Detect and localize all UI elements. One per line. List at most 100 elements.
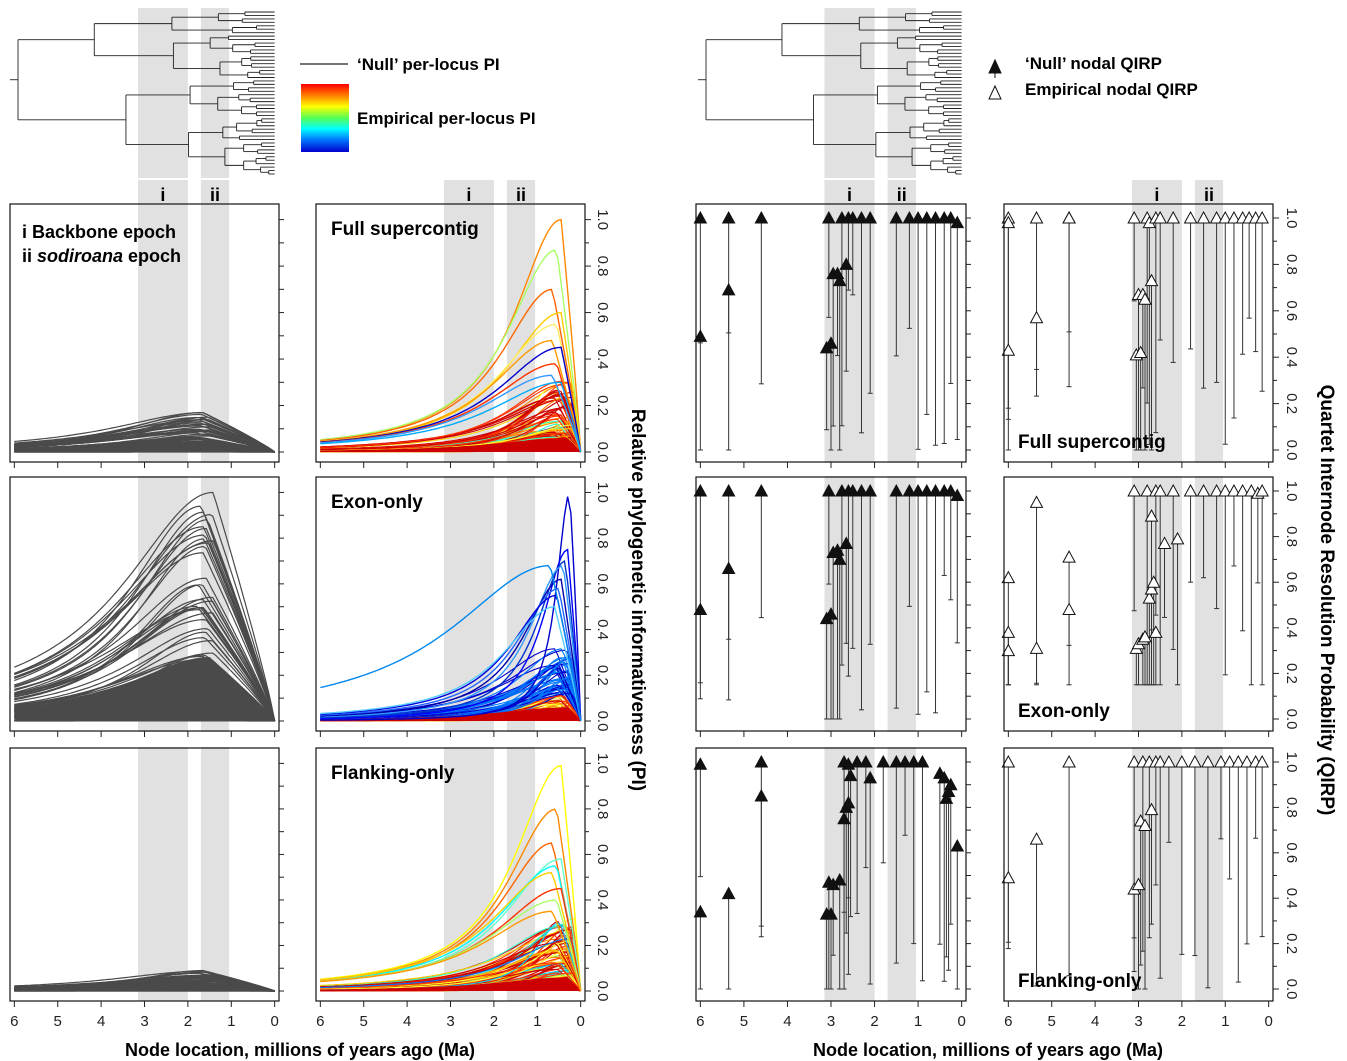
row-label-qirp: Exon-only — [1018, 701, 1110, 722]
y-tick-label: 0.6 — [1283, 572, 1300, 593]
epoch-band-ii — [887, 180, 916, 1001]
emp-qirp-triangle — [1166, 210, 1181, 224]
row-label-pi: Flanking-only — [331, 763, 455, 784]
tree-epoch-band — [137, 8, 188, 178]
x-tick-label: 2 — [184, 1013, 192, 1030]
x-axis-title-right: Node location, millions of years ago (Ma… — [813, 1040, 1163, 1060]
null-qirp-triangle — [845, 210, 860, 224]
y-tick-label: 0.6 — [594, 302, 611, 323]
null-qirp-triangle — [950, 215, 965, 229]
emp-pi-highlight-line — [320, 764, 582, 992]
y-tick-label: 0.4 — [594, 619, 611, 640]
null-qirp-triangle — [854, 483, 869, 497]
emp-qirp-points — [1001, 754, 1269, 990]
emp-qirp-points — [1001, 210, 1269, 451]
row-gap — [8, 463, 281, 476]
null-qirp-triangle — [898, 754, 912, 768]
null-pi-line — [14, 491, 276, 722]
legend-emp-qirp-label: Empirical nodal QIRP — [1025, 80, 1198, 99]
null-qirp-triangle — [915, 754, 930, 768]
emp-pi-line — [320, 384, 582, 453]
null-qirp-triangle — [854, 210, 869, 224]
emp-qirp-triangle — [1146, 575, 1161, 588]
null-pi-line — [14, 639, 276, 722]
null-qirp-triangle — [821, 210, 836, 224]
x-tick-label: 6 — [1004, 1013, 1012, 1030]
epoch-label-ii: ii — [210, 185, 220, 205]
x-tick-label: 6 — [316, 1013, 324, 1030]
null-qirp-triangle — [941, 784, 956, 798]
row-label-pi: Exon-only — [331, 492, 423, 513]
emp-qirp-triangle — [1183, 210, 1198, 224]
qirp-y-axis: 0.0 0.2 0.4 0.6 0.8 1.0 — [1273, 481, 1300, 730]
x-tick-label: 5 — [740, 1013, 748, 1030]
emp-pi-band — [320, 707, 581, 721]
emp-qirp-triangle — [1142, 591, 1157, 604]
y-tick-label: 0.2 — [1283, 663, 1300, 684]
emp-qirp-triangle — [1029, 210, 1044, 224]
emp-qirp-triangle — [1153, 483, 1168, 497]
axes: 0.00.20.40.60.81.00.00.20.40.60.81.00.00… — [10, 208, 1300, 1030]
legend-emp-pi-label: Empirical per-locus PI — [357, 109, 536, 128]
y-tick-label: 0.0 — [594, 981, 611, 1002]
null-qirp-triangle — [889, 483, 904, 497]
emp-qirp-triangle — [1138, 629, 1152, 643]
y-tick-label: 0.8 — [594, 256, 611, 277]
null-qirp-triangle — [928, 483, 943, 497]
y-tick-label: 0.8 — [594, 798, 611, 819]
x-tick-label: 0 — [576, 1013, 584, 1030]
null-qirp-triangle — [832, 273, 847, 287]
null-qirp-triangle — [950, 488, 965, 502]
emp-qirp-triangle — [1144, 273, 1159, 287]
row-gap — [8, 732, 281, 747]
x-tick-label: 3 — [1134, 1013, 1142, 1030]
x-tick-label: 4 — [97, 1013, 105, 1030]
y-tick-label: 0.8 — [1283, 526, 1300, 547]
null-qirp-points — [693, 210, 965, 451]
null-pi-line — [14, 416, 276, 453]
null-pi-line — [14, 606, 276, 722]
emp-qirp-triangle — [1138, 818, 1152, 832]
emp-qirp-triangle — [1029, 641, 1044, 654]
null-qirp-triangle — [858, 754, 873, 768]
emp-pi-highlight-line — [320, 339, 582, 453]
emp-qirp-triangle — [1235, 483, 1250, 497]
emp-pi-highlight-line — [320, 910, 582, 992]
pi-y-axis: 0.0 0.2 0.4 0.6 0.8 1.0 — [585, 209, 611, 462]
emp-qirp-triangle — [1153, 754, 1168, 768]
null-qirp-triangle — [693, 757, 708, 770]
null-qirp-triangle — [721, 886, 736, 900]
emp-qirp-triangle — [1144, 581, 1159, 595]
null-pi-curves — [14, 411, 276, 453]
emp-qirp-triangle — [1175, 754, 1189, 768]
null-qirp-triangle — [902, 210, 917, 224]
pi-y-axis: 0.0 0.2 0.4 0.6 0.8 1.0 — [585, 753, 611, 1001]
qirp-y-axis: 0.0 0.2 0.4 0.6 0.8 1.0 — [1273, 208, 1300, 460]
y-tick-label: 1.0 — [1283, 752, 1300, 773]
emp-qirp-triangle — [1001, 215, 1016, 229]
null-qirp-triangle — [693, 329, 708, 342]
y-tick-label: 0.4 — [1283, 888, 1300, 909]
y-tick-label: 0.2 — [594, 665, 611, 686]
emp-qirp-triangle — [1153, 210, 1168, 224]
y-axis-title-pi: Relative phylogenetic informativeness (P… — [627, 409, 648, 791]
emp-qirp-triangle — [1255, 483, 1269, 497]
null-pi-line — [14, 538, 276, 722]
emp-qirp-triangle — [1133, 345, 1148, 359]
emp-qirp-triangle — [1162, 754, 1176, 768]
y-tick-label: 0.0 — [1283, 709, 1300, 730]
null-qirp-triangle — [943, 777, 958, 791]
emp-qirp-triangle — [1144, 509, 1159, 522]
null-qirp-triangle — [693, 602, 708, 616]
x-tick-label: 5 — [360, 1013, 368, 1030]
y-tick-label: 0.4 — [1283, 617, 1300, 638]
emp-qirp-triangle — [1001, 625, 1016, 638]
epoch-band-ii — [1194, 180, 1224, 1001]
qirp-y-axis: 0.0 0.2 0.4 0.6 0.8 1.0 — [1273, 752, 1300, 999]
null-pi-line — [14, 505, 276, 722]
legend-emp-triangle-icon — [988, 84, 1002, 100]
emp-qirp-triangle — [1062, 754, 1076, 768]
emp-qirp-triangle — [1029, 832, 1044, 845]
epoch-label-ii: ii — [516, 185, 526, 205]
